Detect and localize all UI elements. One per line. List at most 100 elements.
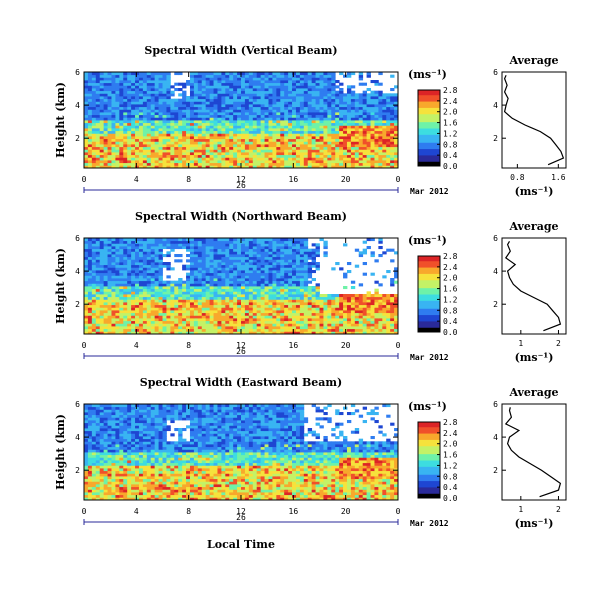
heatmap-cell: [115, 90, 120, 94]
heatmap-cell: [295, 294, 301, 298]
heatmap-cell: [295, 288, 301, 292]
heatmap-cell: [174, 144, 179, 148]
heatmap-cell: [374, 154, 379, 158]
heatmap-cell: [248, 146, 254, 150]
heatmap-cell: [280, 88, 285, 92]
heatmap-cell: [335, 304, 340, 308]
heatmap-cell: [201, 130, 207, 134]
heatmap-cell: [331, 152, 336, 156]
heatmap-cell: [327, 307, 332, 311]
heatmap-cell: [307, 256, 313, 260]
heatmap-cell: [87, 270, 93, 274]
heatmap-cell: [394, 120, 399, 124]
heatmap-cell: [182, 144, 187, 148]
heatmap-cell: [233, 310, 238, 314]
heatmap-cell: [201, 310, 207, 314]
heatmap-cell: [307, 157, 313, 161]
heatmap-cell: [87, 112, 93, 116]
heatmap-cell: [327, 326, 332, 330]
heatmap-cell: [213, 272, 218, 276]
heatmap-cell: [150, 267, 156, 271]
heatmap-cell: [162, 74, 167, 78]
heatmap-cell: [193, 144, 199, 148]
heatmap-cell: [91, 74, 97, 78]
heatmap-cell: [127, 141, 132, 145]
heatmap-cell: [248, 160, 254, 164]
heatmap-cell: [174, 304, 179, 308]
heatmap-cell: [272, 296, 277, 300]
heatmap-cell: [256, 162, 262, 166]
heatmap-cell: [99, 144, 105, 148]
heatmap-cell: [233, 162, 238, 166]
heatmap-cell: [299, 90, 305, 94]
heatmap-cell: [264, 272, 269, 276]
heatmap-cell: [241, 264, 246, 268]
heatmap-cell: [335, 326, 340, 330]
heatmap-cell: [178, 288, 183, 292]
heatmap-cell: [127, 331, 132, 335]
heatmap-cell: [127, 146, 132, 150]
heatmap-cell: [150, 160, 156, 164]
heatmap-cell: [197, 328, 203, 332]
heatmap-cell: [295, 304, 301, 308]
heatmap-cell: [233, 165, 238, 169]
heatmap-cell: [209, 165, 214, 169]
heatmap-cell: [378, 72, 383, 76]
heatmap-cell: [174, 72, 179, 76]
heatmap-cell: [162, 154, 167, 158]
heatmap-cell: [162, 288, 167, 292]
heatmap-cell: [284, 288, 289, 292]
heatmap-cell: [244, 286, 250, 290]
heatmap-cell: [127, 157, 132, 161]
heatmap-cell: [394, 307, 399, 311]
heatmap-cell: [209, 326, 214, 330]
heatmap-cell: [123, 278, 128, 282]
heatmap-cell: [186, 286, 191, 290]
heatmap-cell: [115, 96, 120, 100]
heatmap-cell: [378, 120, 383, 124]
heatmap-cell: [248, 275, 254, 279]
heatmap-cell: [248, 109, 254, 113]
heatmap-cell: [354, 310, 360, 314]
heatmap-cell: [374, 331, 379, 335]
heatmap-cell: [288, 77, 293, 81]
heatmap-cell: [178, 280, 183, 284]
heatmap-cell: [264, 165, 269, 169]
heatmap-cell: [268, 262, 273, 266]
heatmap-cell: [350, 130, 356, 134]
heatmap-cell: [264, 267, 269, 271]
heatmap-cell: [303, 264, 309, 268]
heatmap-cell: [256, 326, 262, 330]
heatmap-cell: [319, 294, 324, 298]
heatmap-cell: [374, 323, 379, 327]
heatmap-cell: [233, 74, 238, 78]
heatmap-cell: [186, 259, 191, 263]
heatmap-cell: [335, 144, 340, 148]
heatmap-cell: [237, 98, 242, 102]
heatmap-cell: [299, 264, 305, 268]
heatmap-cell: [201, 294, 207, 298]
heatmap-cell: [178, 160, 183, 164]
heatmap-cell: [303, 109, 309, 113]
heatmap-cell: [284, 146, 289, 150]
heatmap-cell: [292, 283, 297, 287]
heatmap-cell: [229, 144, 234, 148]
heatmap-cell: [343, 157, 348, 161]
heatmap-cell: [292, 128, 297, 132]
heatmap-cell: [174, 82, 179, 86]
heatmap-cell: [119, 254, 124, 258]
heatmap-cell: [193, 152, 199, 156]
heatmap-cell: [268, 251, 273, 255]
heatmap-cell: [256, 96, 262, 100]
heatmap-cell: [189, 270, 195, 274]
heatmap-cell: [284, 251, 289, 255]
heatmap-cell: [362, 326, 368, 330]
heatmap-cell: [331, 74, 336, 78]
heatmap-cell: [256, 283, 262, 287]
heatmap-cell: [119, 251, 124, 255]
heatmap-cell: [323, 72, 328, 76]
heatmap-cell: [260, 96, 265, 100]
heatmap-cell: [350, 72, 356, 76]
heatmap-cell: [174, 88, 179, 92]
heatmap-cell: [378, 144, 383, 148]
